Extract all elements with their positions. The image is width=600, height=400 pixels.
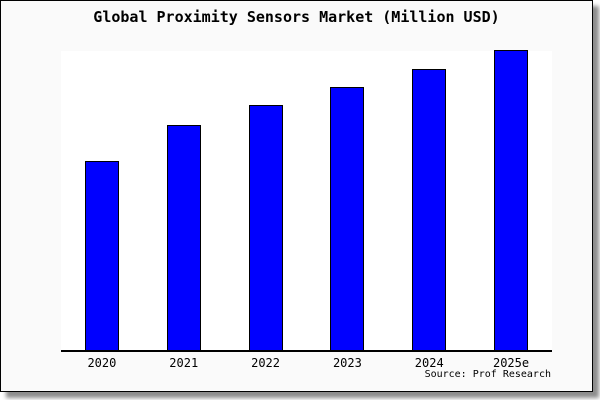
x-tick-2023: 2023 — [332, 356, 362, 370]
x-tick-2022: 2022 — [251, 356, 281, 370]
x-tick-2025e: 2025e — [492, 356, 530, 370]
bar-2025e — [494, 50, 529, 350]
bar-2020 — [84, 161, 119, 350]
bar-slot-2022 — [225, 51, 307, 350]
bar-2023 — [330, 87, 365, 350]
bar-2024 — [412, 69, 447, 350]
chart-container: Global Proximity Sensors Market (Million… — [0, 0, 593, 392]
plot-area — [61, 50, 552, 352]
source-note: Source: Prof Research — [424, 369, 551, 380]
chart-title: Global Proximity Sensors Market (Million… — [93, 8, 500, 26]
bar-slot-2025e — [470, 50, 552, 350]
x-tick-2024: 2024 — [414, 356, 444, 370]
x-tick-2020: 2020 — [87, 356, 117, 370]
bar-slot-2023 — [306, 51, 388, 350]
bar-slot-2021 — [143, 51, 225, 350]
bar-slot-2020 — [61, 51, 143, 350]
bar-2022 — [248, 105, 283, 350]
x-axis-labels: 2020 2021 2022 2023 2024 2025e — [61, 356, 552, 370]
x-tick-2021: 2021 — [169, 356, 199, 370]
bar-2021 — [166, 125, 201, 350]
bars-row — [61, 50, 552, 350]
bar-slot-2024 — [388, 51, 470, 350]
